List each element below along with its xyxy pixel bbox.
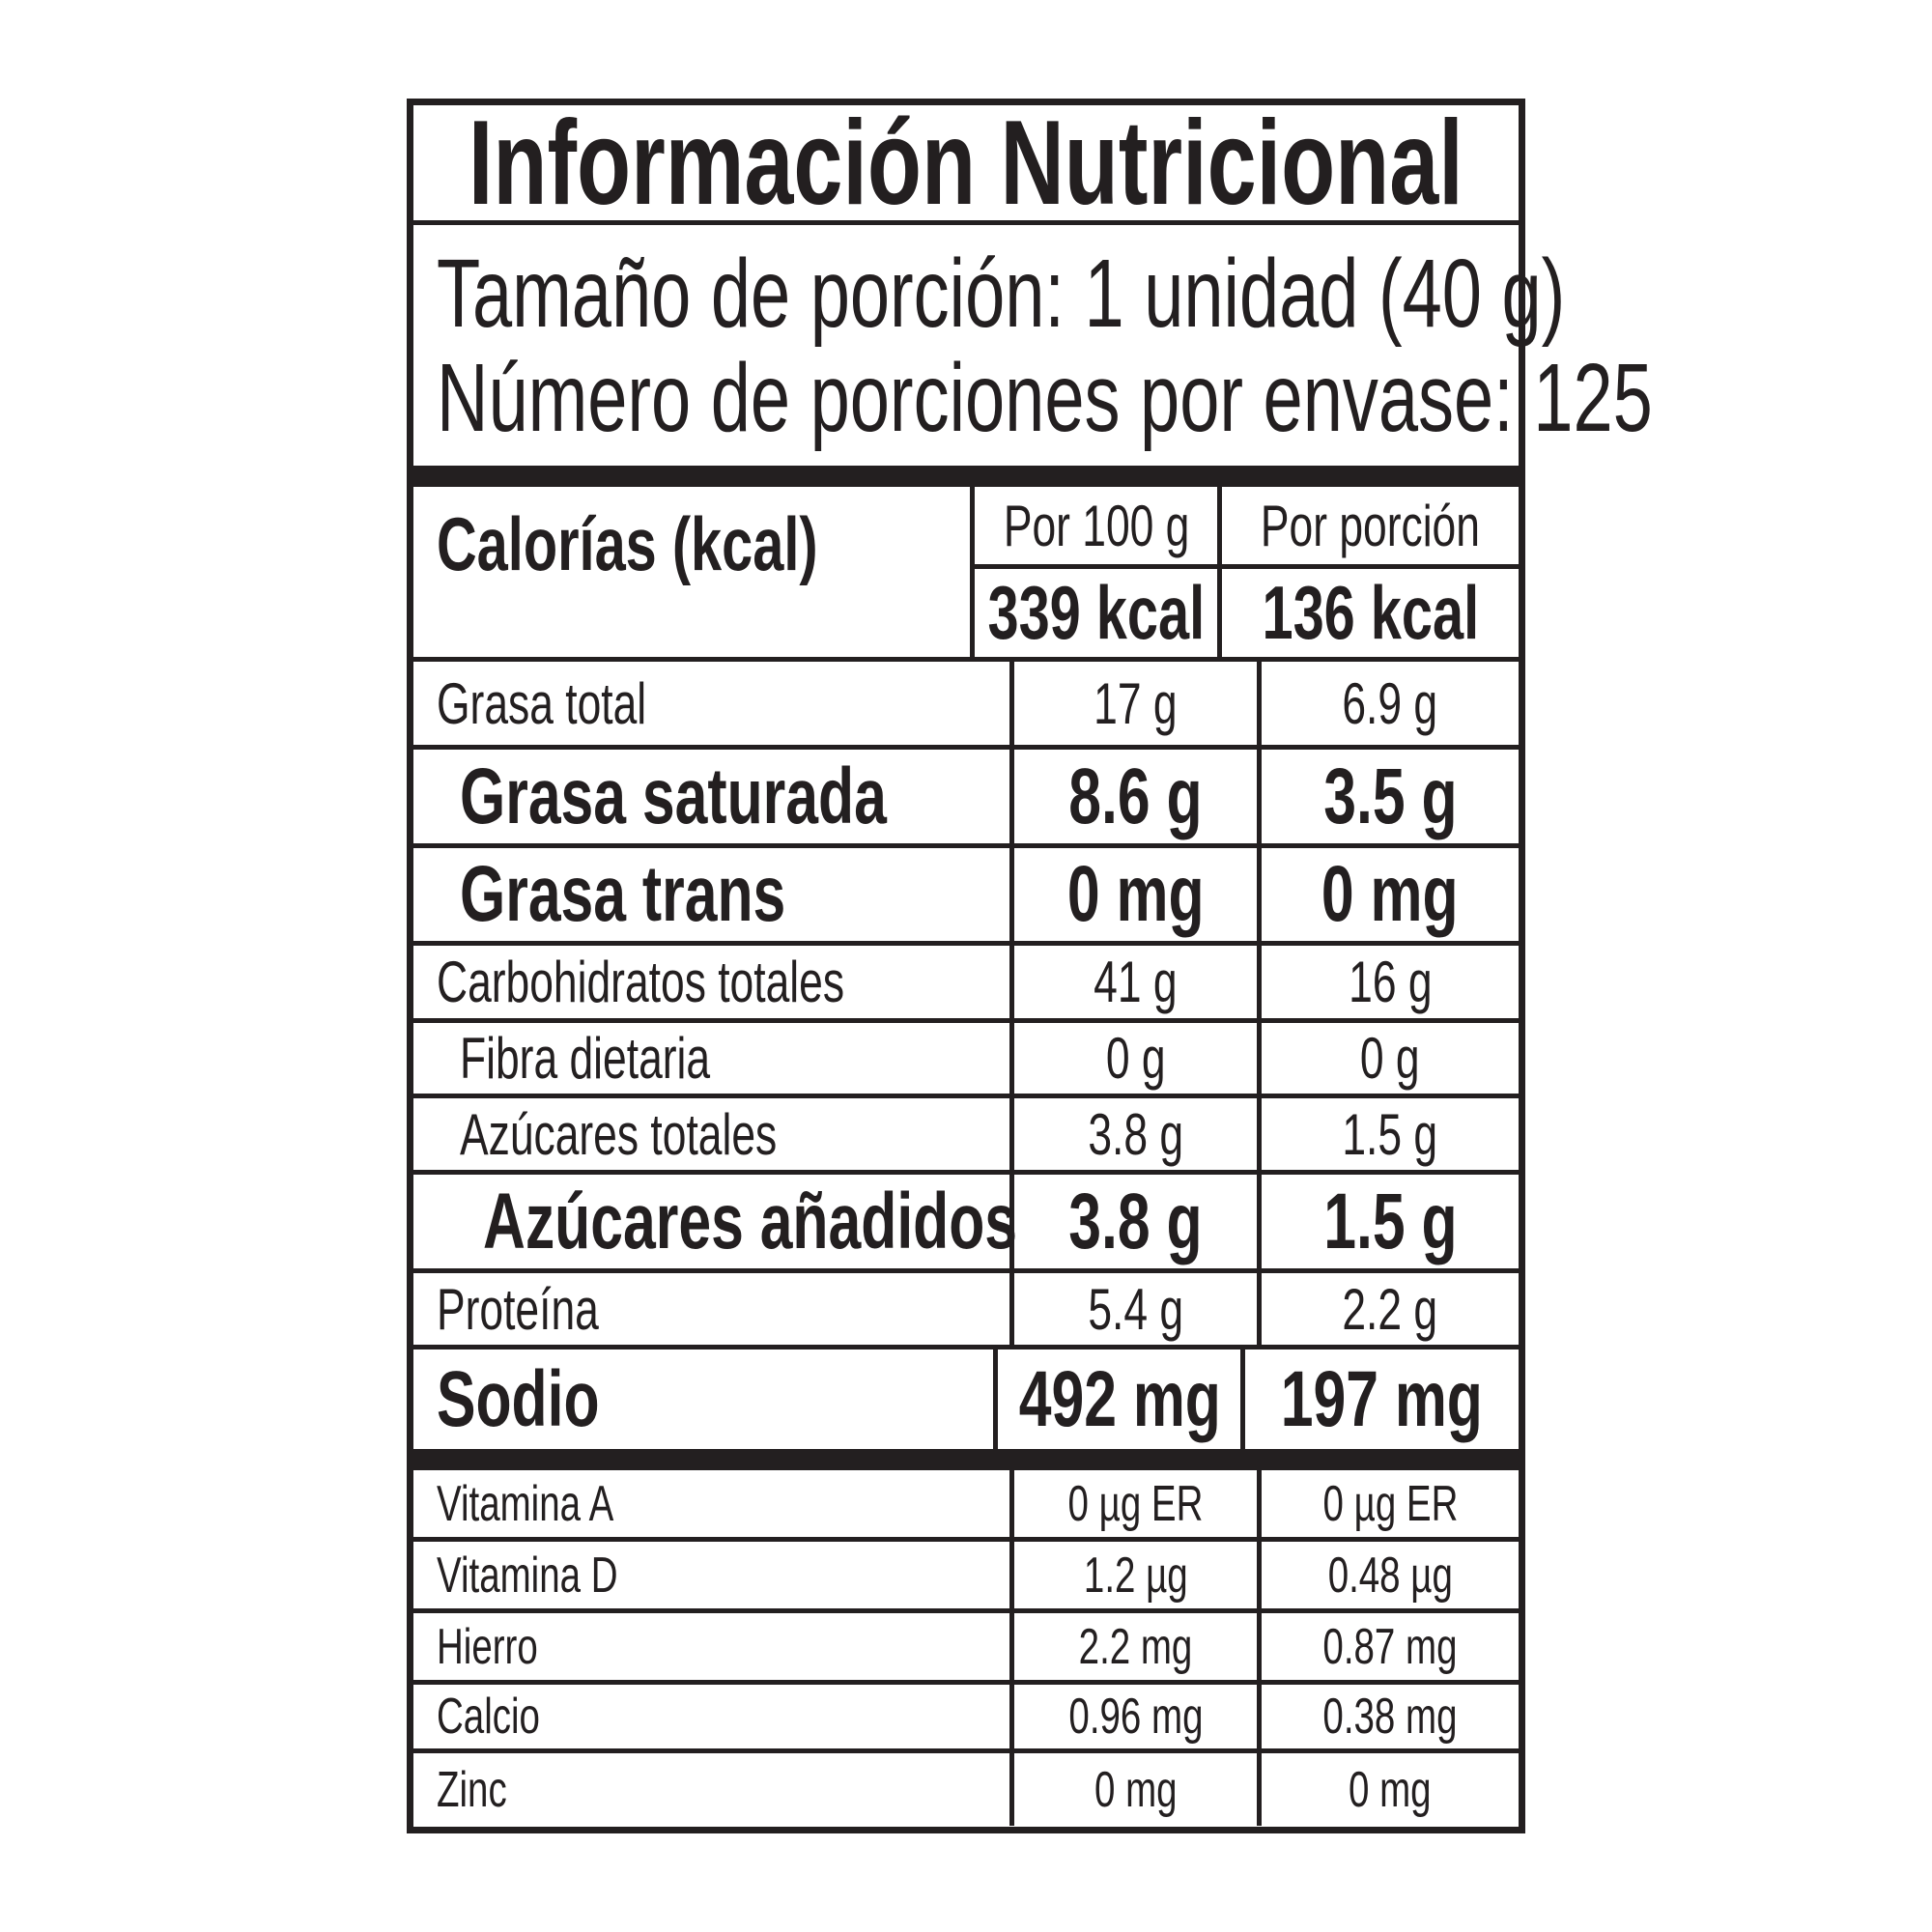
value-per-portion: 0 µg ER: [1322, 1475, 1458, 1532]
value-per-100g: 41 g: [1094, 950, 1178, 1014]
servings-per-container: Número de porciones por envase: 125: [437, 343, 1653, 452]
nutrient-label: Grasa total: [437, 670, 647, 736]
table-row: Azúcares totales 3.8 g 1.5 g: [413, 1098, 1519, 1175]
table-row: Proteína 5.4 g 2.2 g: [413, 1273, 1519, 1350]
serving-info: Tamaño de porción: 1 unidad (40 g) Númer…: [413, 225, 1653, 466]
nutrient-label: Grasa trans: [460, 850, 786, 938]
value-per-100g: 1.2 µg: [1083, 1547, 1188, 1604]
value-per-portion: 2.2 g: [1342, 1276, 1438, 1342]
calories-row: Calorías (kcal) Por 100 g 339 kcal Por p…: [413, 487, 1519, 662]
value-per-portion: 3.5 g: [1322, 752, 1458, 840]
value-per-100g: 3.8 g: [1088, 1101, 1183, 1167]
value-per-portion: 0.38 mg: [1322, 1689, 1458, 1745]
nutrient-label: Carbohidratos totales: [437, 950, 845, 1014]
value-per-100g: 8.6 g: [1068, 752, 1203, 840]
table-row: Carbohidratos totales 41 g 16 g: [413, 946, 1519, 1023]
serving-size: Tamaño de porción: 1 unidad (40 g): [437, 239, 1566, 348]
nutrient-label: Azúcares totales: [460, 1101, 778, 1167]
table-row: Calcio 0.96 mg 0.38 mg: [413, 1685, 1519, 1753]
col-header-per-portion: Por porción: [1261, 493, 1481, 558]
value-per-portion: 0 mg: [1349, 1761, 1432, 1818]
table-row: Zinc 0 mg 0 mg: [413, 1753, 1519, 1826]
nutrient-label: Proteína: [437, 1276, 599, 1342]
table-row: Fibra dietaria 0 g 0 g: [413, 1023, 1519, 1098]
nutrient-label: Vitamina D: [437, 1547, 618, 1604]
value-per-portion: 0 mg: [1321, 850, 1459, 938]
value-per-100g: 3.8 g: [1068, 1177, 1203, 1265]
value-per-100g: 0 g: [1105, 1026, 1166, 1091]
table-title: Información Nutricional: [469, 96, 1463, 230]
table-row: Vitamina A 0 µg ER 0 µg ER: [413, 1470, 1519, 1542]
nutrition-facts-table: Información Nutricional Tamaño de porció…: [407, 97, 1653, 1833]
value-per-portion: 0.87 mg: [1322, 1618, 1458, 1675]
table-row: Hierro 2.2 mg 0.87 mg: [413, 1613, 1519, 1685]
value-per-100g: 2.2 mg: [1078, 1618, 1193, 1675]
value-per-100g: 0 mg: [1094, 1761, 1178, 1818]
value-per-100g: 17 g: [1094, 670, 1178, 736]
nutrient-label: Vitamina A: [437, 1475, 614, 1532]
divider-bar: [413, 466, 1519, 487]
calories-label: Calorías (kcal): [437, 501, 818, 586]
value-per-portion: 1.5 g: [1322, 1177, 1458, 1265]
calories-per-100g: 339 kcal: [987, 570, 1206, 655]
calories-per-portion: 136 kcal: [1262, 570, 1479, 655]
value-per-100g: 0.96 mg: [1067, 1689, 1204, 1745]
table-row: Sodio 492 mg 197 mg: [413, 1350, 1519, 1449]
table-row: Vitamina D 1.2 µg 0.48 µg: [413, 1542, 1519, 1613]
value-per-100g: 0 µg ER: [1067, 1475, 1204, 1532]
value-per-100g: 5.4 g: [1088, 1276, 1183, 1342]
table-row: Grasa total 17 g 6.9 g: [413, 662, 1519, 750]
value-per-portion: 1.5 g: [1342, 1101, 1438, 1167]
value-per-100g: 0 mg: [1066, 850, 1205, 938]
divider-bar: [413, 1449, 1519, 1470]
nutrient-label: Hierro: [437, 1618, 538, 1675]
nutrient-label: Calcio: [437, 1689, 540, 1745]
value-per-100g: 492 mg: [1018, 1354, 1221, 1443]
nutrient-label: Grasa saturada: [460, 752, 887, 840]
nutrient-label: Fibra dietaria: [460, 1026, 711, 1091]
nutrient-label: Sodio: [437, 1354, 600, 1443]
col-header-per-100g: Por 100 g: [1003, 493, 1189, 558]
value-per-portion: 0 g: [1360, 1026, 1420, 1091]
value-per-portion: 6.9 g: [1342, 670, 1438, 736]
title-row: Información Nutricional: [413, 97, 1519, 230]
table-row: Grasa saturada 8.6 g 3.5 g: [413, 750, 1519, 848]
value-per-portion: 197 mg: [1281, 1354, 1484, 1443]
table-row: Azúcares añadidos 3.8 g 1.5 g: [413, 1175, 1519, 1273]
nutrient-label: Azúcares añadidos: [483, 1177, 1018, 1265]
value-per-portion: 16 g: [1348, 950, 1433, 1014]
table-row: Grasa trans 0 mg 0 mg: [413, 848, 1519, 946]
nutrient-label: Zinc: [437, 1761, 507, 1818]
value-per-portion: 0.48 µg: [1327, 1547, 1453, 1604]
